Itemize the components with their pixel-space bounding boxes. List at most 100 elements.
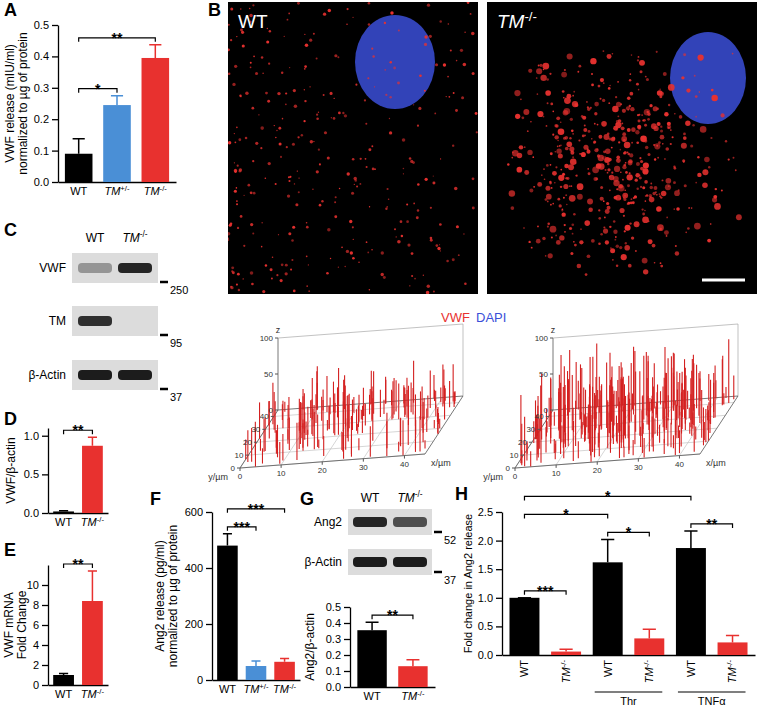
intensity-spike [713,373,714,418]
vesicle [243,245,245,247]
intensity-spike [579,393,580,419]
vesicle [665,184,671,190]
vesicle [276,274,278,276]
intensity-spike [342,432,343,451]
tick-label: 6 [33,619,39,631]
image-label: TM-/- [497,9,537,33]
tick-mark [42,513,48,514]
vesicle [659,195,661,197]
vesicle [577,71,579,73]
tick-label: 30 [251,425,260,434]
vesicle [507,163,509,165]
vesicle [663,72,667,76]
label-part: TM [243,683,260,695]
tick: 1.5 [478,563,502,575]
vesicle [541,174,543,176]
vesicle [277,92,280,95]
intensity-spike [668,395,669,417]
y-axis: 0.00.51.01.52.02.5 [478,506,503,661]
tick: TM-/- [558,660,572,684]
tick-label: 10 [552,469,561,478]
intensity-spike [300,402,301,420]
error-bar [73,139,85,154]
vesicle [629,79,631,81]
vesicle [425,178,428,181]
vesicle [629,73,631,75]
vesicle [401,235,403,237]
vesicle [437,247,440,250]
intensity-spike [289,418,290,450]
intensity-spike [361,410,362,419]
intensity-spike [540,386,541,432]
vesicle [645,146,649,150]
error-bar [559,649,572,651]
y-axis-title: Fold Change [15,590,29,659]
intensity-spike [343,380,344,410]
plot-area [53,571,103,685]
vesicle [612,53,614,55]
vesicle [278,234,279,235]
intensity-spike [689,423,690,434]
vesicle [617,115,619,117]
vesicle [563,184,568,189]
vesicle [419,74,422,77]
vesicle [511,206,515,210]
plot-area [217,534,295,680]
bar [53,675,74,685]
vesicle [413,203,415,205]
vesicle [250,191,253,194]
surface-plot [240,324,463,468]
bar [53,511,74,513]
intensity-spike [437,422,438,433]
vesicle [611,172,613,174]
tick-mark [42,685,48,686]
vesicle [637,59,639,61]
intensity-spike [262,448,263,463]
label-part: TM [81,516,98,528]
intensity-spike [568,379,569,441]
vesicle [331,117,332,118]
intensity-spike [611,399,612,411]
tick: TM-/- [725,660,739,684]
vesicle [527,150,532,155]
intensity-spike [520,395,521,463]
intensity-spike [673,353,674,411]
intensity-spike [408,420,409,445]
tick-label: 100 [260,334,274,343]
intensity-spike [276,431,277,454]
vesicle [587,254,591,258]
intensity-spike [398,383,399,419]
y-axis-title: Ang2/β-actin [303,613,317,681]
legend-entry: VWF [441,310,470,325]
tick-label: 0.5 [326,601,341,613]
vesicle [557,198,560,201]
tick: 200 [185,618,212,630]
intensity-spike [546,421,547,432]
vesicle [239,168,242,171]
vesicle [656,145,658,147]
bar [509,598,539,655]
intensity-spike [333,409,334,434]
x-axis: WTTM-/-WTTM-/-WTTM-/- [503,656,756,684]
vesicle [288,180,290,182]
vesicle [679,115,683,119]
vesicle [683,133,686,136]
vesicle [403,173,404,174]
intensity-spike [689,407,690,418]
axis-line [58,26,59,183]
significance-label: *** [248,501,265,517]
vesicle [285,103,287,105]
group-line [678,691,746,692]
vesicle [537,226,539,228]
vesicle [670,129,672,131]
vesicle [549,73,551,75]
vesicle [290,269,292,271]
vesicle [577,183,584,190]
vesicle [573,91,575,93]
intensity-spike [326,376,327,412]
vesicle [313,141,314,142]
vesicle [640,160,643,163]
tick: 0.0 [326,681,350,693]
vesicle [236,284,238,286]
vesicle [368,23,371,26]
